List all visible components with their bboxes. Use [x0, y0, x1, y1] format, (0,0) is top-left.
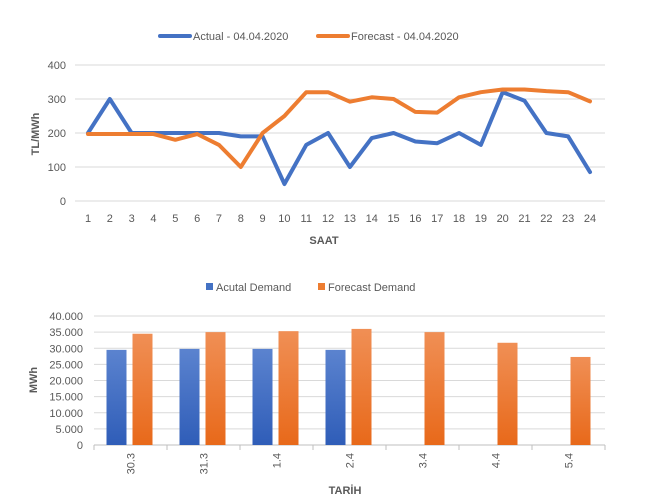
bar-forecast	[132, 333, 153, 445]
bar-forecast	[351, 328, 372, 445]
y-tick-label: 40.000	[49, 311, 83, 323]
y-tick-label: 300	[48, 94, 66, 106]
line-chart-y-ticks: 0 100 200 300 400	[48, 60, 66, 208]
legend-label: Actual - 04.04.2020	[193, 31, 288, 43]
bar-forecast	[205, 332, 226, 445]
x-tick-label: 16	[409, 213, 421, 225]
series-line-actual	[86, 90, 592, 186]
bar-forecast	[424, 332, 445, 445]
x-tick-label: 4	[150, 213, 156, 225]
bar-chart-x-ticks: 30.3 31.3 1.4 2.4 3.4 4.4 5.4	[126, 453, 576, 474]
x-tick-label: 1	[85, 213, 91, 225]
legend-swatch	[318, 283, 325, 290]
legend-label: Forecast Demand	[328, 282, 415, 294]
y-tick-label: 100	[48, 162, 66, 174]
bar-chart-x-axis-title: TARİH	[329, 484, 362, 497]
x-tick-label: 20	[497, 213, 509, 225]
y-tick-label: 0	[77, 440, 83, 452]
x-tick-label: 7	[216, 213, 222, 225]
bar-chart-gridlines	[93, 315, 606, 450]
y-tick-label: 10.000	[49, 408, 83, 420]
x-tick-label: 10	[278, 213, 290, 225]
bar-actual	[179, 348, 200, 445]
y-tick-label: 200	[48, 128, 66, 140]
legend-label: Acutal Demand	[216, 282, 291, 294]
y-tick-label: 0	[60, 196, 66, 208]
x-tick-label: 21	[518, 213, 530, 225]
x-tick-label: 13	[344, 213, 356, 225]
bar-actual	[252, 348, 273, 445]
x-tick-label: 11	[301, 213, 312, 225]
y-tick-label: 35.000	[49, 327, 83, 339]
line-chart: Actual - 04.04.2020 Forecast - 04.04.2020…	[30, 31, 605, 247]
legend-swatch	[206, 283, 213, 290]
bar-forecast	[278, 331, 299, 445]
x-tick-label: 3	[129, 213, 135, 225]
x-tick-label: 17	[431, 213, 443, 225]
x-tick-label: 6	[194, 213, 200, 225]
x-tick-label: 4.4	[491, 453, 503, 468]
y-tick-label: 5.000	[55, 424, 83, 436]
x-tick-label: 30.3	[126, 453, 138, 474]
bar-chart-y-ticks: 0 5.000 10.000 15.000 20.000 25.000 30.000 35.0…	[49, 311, 83, 452]
x-tick-label: 18	[453, 213, 465, 225]
x-tick-label: 19	[475, 213, 487, 225]
x-tick-label: 2.4	[345, 453, 357, 468]
line-chart-legend: Actual - 04.04.2020 Forecast - 04.04.2020	[158, 31, 459, 43]
y-tick-label: 15.000	[49, 392, 83, 404]
series-line-forecast	[86, 87, 592, 169]
x-tick-label: 31.3	[199, 453, 211, 474]
legend-label: Forecast - 04.04.2020	[351, 31, 459, 43]
x-tick-label: 9	[260, 213, 266, 225]
x-tick-label: 2	[107, 213, 113, 225]
line-chart-x-ticks: 1 2 3 4 5 6 7 8 9 10 11 12 13 14 15 16 17 18 19 20 21 22 23 24	[85, 213, 596, 225]
x-tick-label: 14	[366, 213, 378, 225]
bar-actual	[325, 349, 346, 445]
x-tick-label: 23	[562, 213, 574, 225]
bar-chart: Acutal Demand Forecast Demand 0 5.000 10.00…	[28, 282, 606, 497]
x-tick-label: 8	[238, 213, 244, 225]
y-tick-label: 400	[48, 60, 66, 72]
bar-forecast	[570, 356, 591, 445]
x-tick-label: 3.4	[418, 453, 430, 468]
x-tick-label: 1.4	[272, 453, 284, 468]
bar-actual	[106, 349, 127, 445]
x-tick-label: 12	[322, 213, 334, 225]
bar-chart-bars	[106, 328, 591, 445]
x-tick-label: 22	[540, 213, 552, 225]
line-chart-x-axis-title: SAAT	[309, 235, 338, 247]
y-tick-label: 20.000	[49, 376, 83, 388]
y-tick-label: 25.000	[49, 359, 83, 371]
bar-forecast	[497, 342, 518, 445]
x-tick-label: 5	[172, 213, 178, 225]
x-tick-label: 15	[387, 213, 399, 225]
x-tick-label: 5.4	[564, 453, 576, 468]
line-chart-series	[86, 87, 592, 186]
bar-chart-legend: Acutal Demand Forecast Demand	[206, 282, 415, 294]
x-tick-label: 24	[584, 213, 596, 225]
line-chart-y-axis-title: TL/MWh	[30, 112, 42, 155]
bar-chart-y-axis-title: MWh	[28, 367, 40, 394]
y-tick-label: 30.000	[49, 343, 83, 355]
